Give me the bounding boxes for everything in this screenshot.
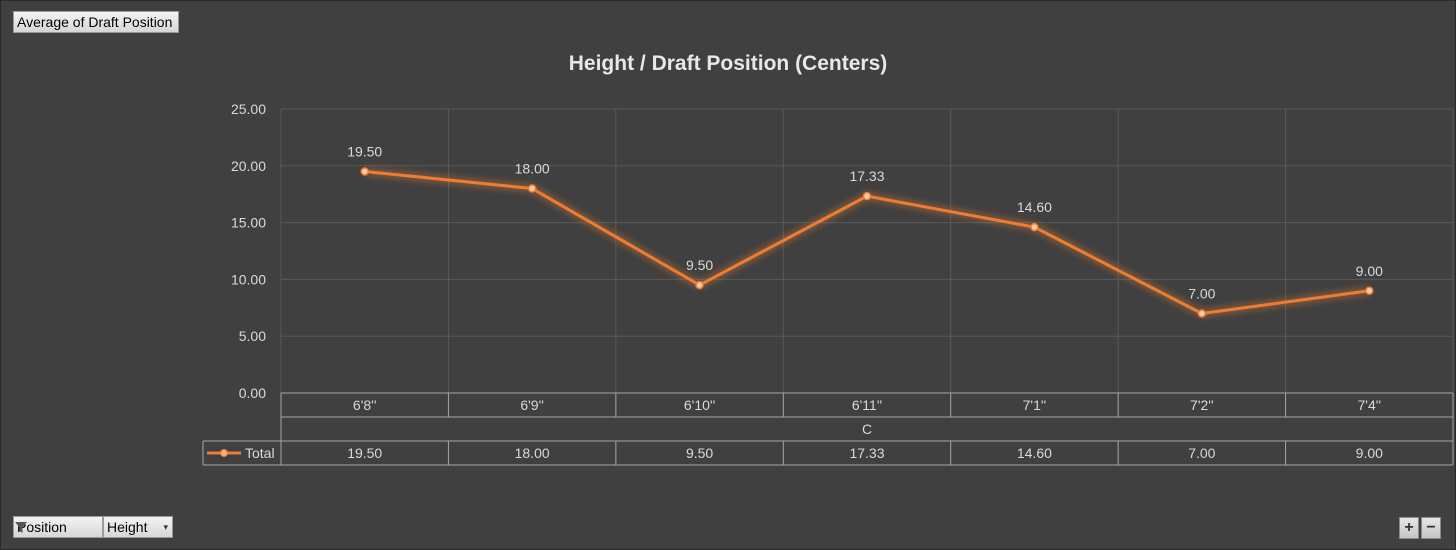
- chart-title: Height / Draft Position (Centers): [569, 52, 888, 75]
- data-point: [1197, 309, 1207, 318]
- table-value-cell: 9.00: [1356, 445, 1383, 461]
- data-label: 18.00: [515, 161, 550, 177]
- legend-label: Total: [245, 445, 275, 461]
- y-tick-label: 25.00: [231, 101, 266, 117]
- filter-icon: [15, 522, 27, 533]
- x-category-label: 7'1'': [1023, 397, 1047, 413]
- data-label: 7.00: [1188, 285, 1215, 301]
- plus-icon: +: [1404, 519, 1414, 536]
- data-point: [360, 167, 369, 176]
- y-tick-label: 0.00: [239, 385, 266, 401]
- y-tick-label: 15.00: [231, 215, 266, 231]
- zoom-in-button[interactable]: +: [1399, 517, 1419, 539]
- table-value-cell: 19.50: [347, 445, 382, 461]
- height-filter-button[interactable]: Height ▾: [103, 516, 173, 538]
- height-filter-label: Height: [107, 519, 148, 535]
- data-label: 9.00: [1356, 263, 1383, 279]
- value-field-button[interactable]: Average of Draft Position: [13, 11, 179, 33]
- table-value-cell: 9.50: [686, 445, 713, 461]
- data-point: [862, 191, 872, 201]
- table-value-cell: 17.33: [849, 445, 884, 461]
- x-category-label: 7'2'': [1190, 397, 1214, 413]
- x-category-label: 6'8'': [353, 397, 377, 413]
- position-filter-button[interactable]: Position: [13, 516, 103, 538]
- dropdown-arrow-icon: ▾: [163, 522, 168, 532]
- x-category-label: 6'9'': [520, 397, 544, 413]
- table-value-cell: 14.60: [1017, 445, 1052, 461]
- minus-icon: −: [1426, 519, 1436, 536]
- data-point: [527, 184, 537, 193]
- table-value-cell: 18.00: [515, 445, 550, 461]
- data-label: 17.33: [849, 168, 884, 184]
- position-filter-label: Position: [17, 519, 67, 535]
- x-category-label: 6'11'': [852, 397, 882, 413]
- y-tick-label: 20.00: [231, 158, 266, 174]
- y-tick-label: 10.00: [231, 271, 266, 287]
- legend-marker: [220, 449, 228, 457]
- zoom-out-button[interactable]: −: [1421, 517, 1441, 539]
- data-point: [695, 280, 704, 290]
- x-category-label: 6'10'': [684, 397, 715, 413]
- x-category-label: 7'4'': [1357, 397, 1381, 413]
- data-label: 9.50: [686, 257, 713, 273]
- data-label: 19.50: [347, 143, 382, 159]
- data-point: [1365, 286, 1374, 296]
- data-point: [1030, 222, 1039, 232]
- data-label: 14.60: [1017, 199, 1052, 215]
- x-group-label: C: [862, 421, 872, 437]
- y-tick-label: 5.00: [239, 328, 266, 344]
- value-field-label: Average of Draft Position: [17, 14, 173, 30]
- table-value-cell: 7.00: [1188, 445, 1215, 461]
